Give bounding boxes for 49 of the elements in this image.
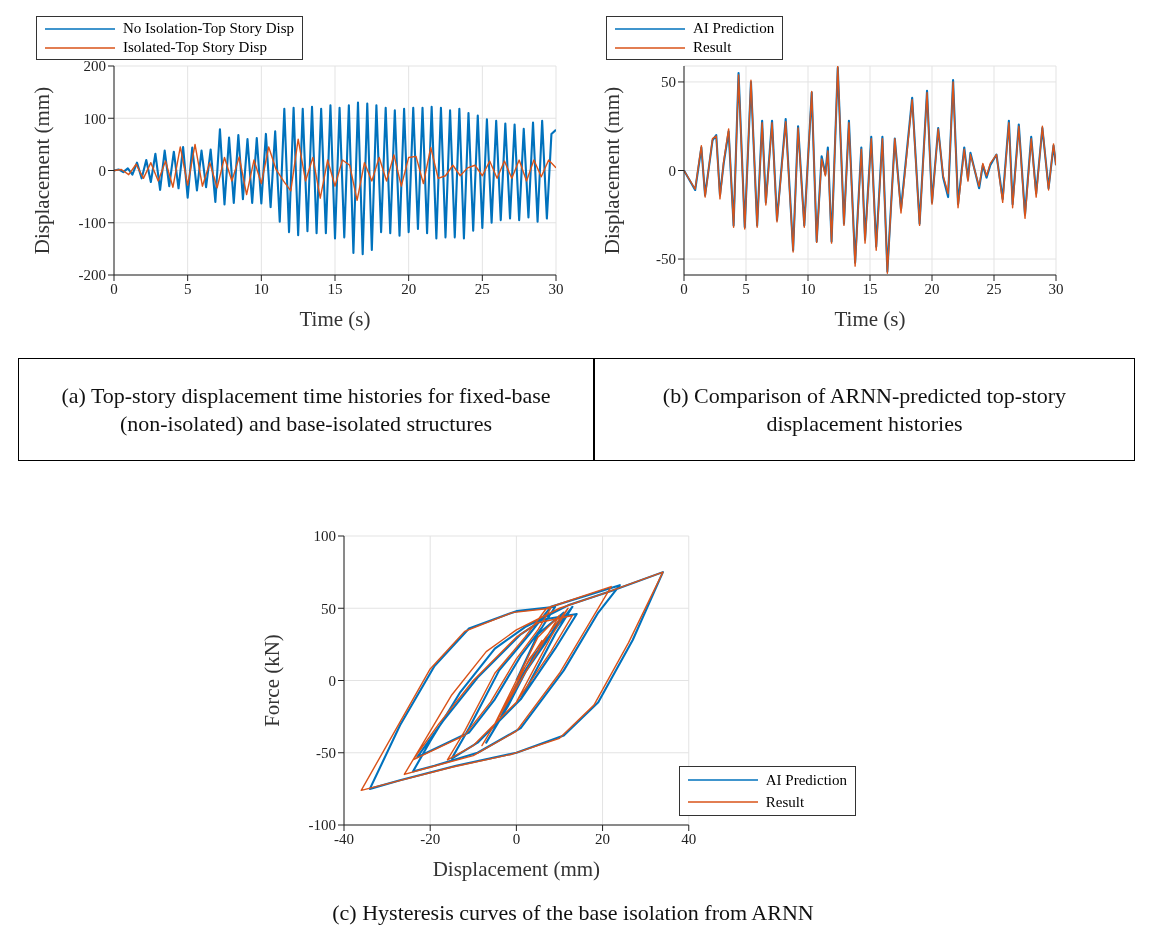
legend-label: No Isolation-Top Story Disp [123,19,295,38]
legend-label: AI Prediction [765,771,847,790]
y-tick-label: 0 [328,672,336,689]
x-tick-label: 20 [595,830,611,847]
y-axis-title: Displacement (mm) [30,86,55,255]
x-axis-title: Time (s) [299,307,371,331]
text: (c) Hysteresis curves of the base isolation from ARNN [332,899,814,927]
x-tick-label: 15 [862,280,878,297]
y-tick-label: 50 [321,600,336,617]
y-tick-label: 50 [661,74,676,91]
x-tick-label: 10 [253,280,269,297]
y-tick-label: 200 [83,58,106,75]
x-tick-label: 0 [512,830,521,847]
x-tick-label: 15 [327,280,343,297]
y-tick-label: 100 [313,528,336,545]
line-series [114,138,556,201]
y-tick-label: 0 [668,162,676,179]
line-series [114,101,556,256]
x-tick-label: 10 [800,280,816,297]
x-tick-label: 0 [110,280,118,297]
y-axis-title: Displacement (mm) [600,86,625,255]
y-tick-label: -200 [78,267,106,284]
y-tick-label: 0 [98,162,106,179]
y-tick-label: -100 [308,817,336,834]
x-axis-title: Time (s) [834,307,906,331]
legend-label: Result [765,793,805,812]
x-tick-label: 20 [924,280,940,297]
text: (a) Top-story displacement time histories for fixed-base (non-isolated) and base-isolated structures [60,381,552,438]
x-tick-label: 30 [1048,280,1064,297]
x-tick-label: 5 [742,280,750,297]
y-tick-label: -50 [656,251,676,268]
x-tick-label: 40 [681,830,697,847]
x-tick-label: 5 [183,280,192,297]
text: (b) Comparison of ARNN-predicted top-story displacement histories [661,381,1068,438]
y-tick-label: -50 [316,745,336,762]
x-tick-label: 20 [401,280,417,297]
legend-label: AI Prediction [693,19,775,38]
x-tick-label: -20 [420,830,441,847]
x-tick-label: 0 [680,280,688,297]
legend-label: Result [693,38,732,57]
y-tick-label: -100 [78,215,106,232]
x-tick-label: 30 [548,280,564,297]
y-axis-title: Force (kN) [260,634,285,727]
x-tick-label: -40 [334,830,354,847]
x-tick-label: 25 [986,280,1002,297]
legend-label: Isolated-Top Story Disp [123,38,267,57]
y-tick-label: 100 [83,110,106,127]
x-tick-label: 25 [474,280,490,297]
x-axis-title: Displacement (mm) [432,857,601,881]
